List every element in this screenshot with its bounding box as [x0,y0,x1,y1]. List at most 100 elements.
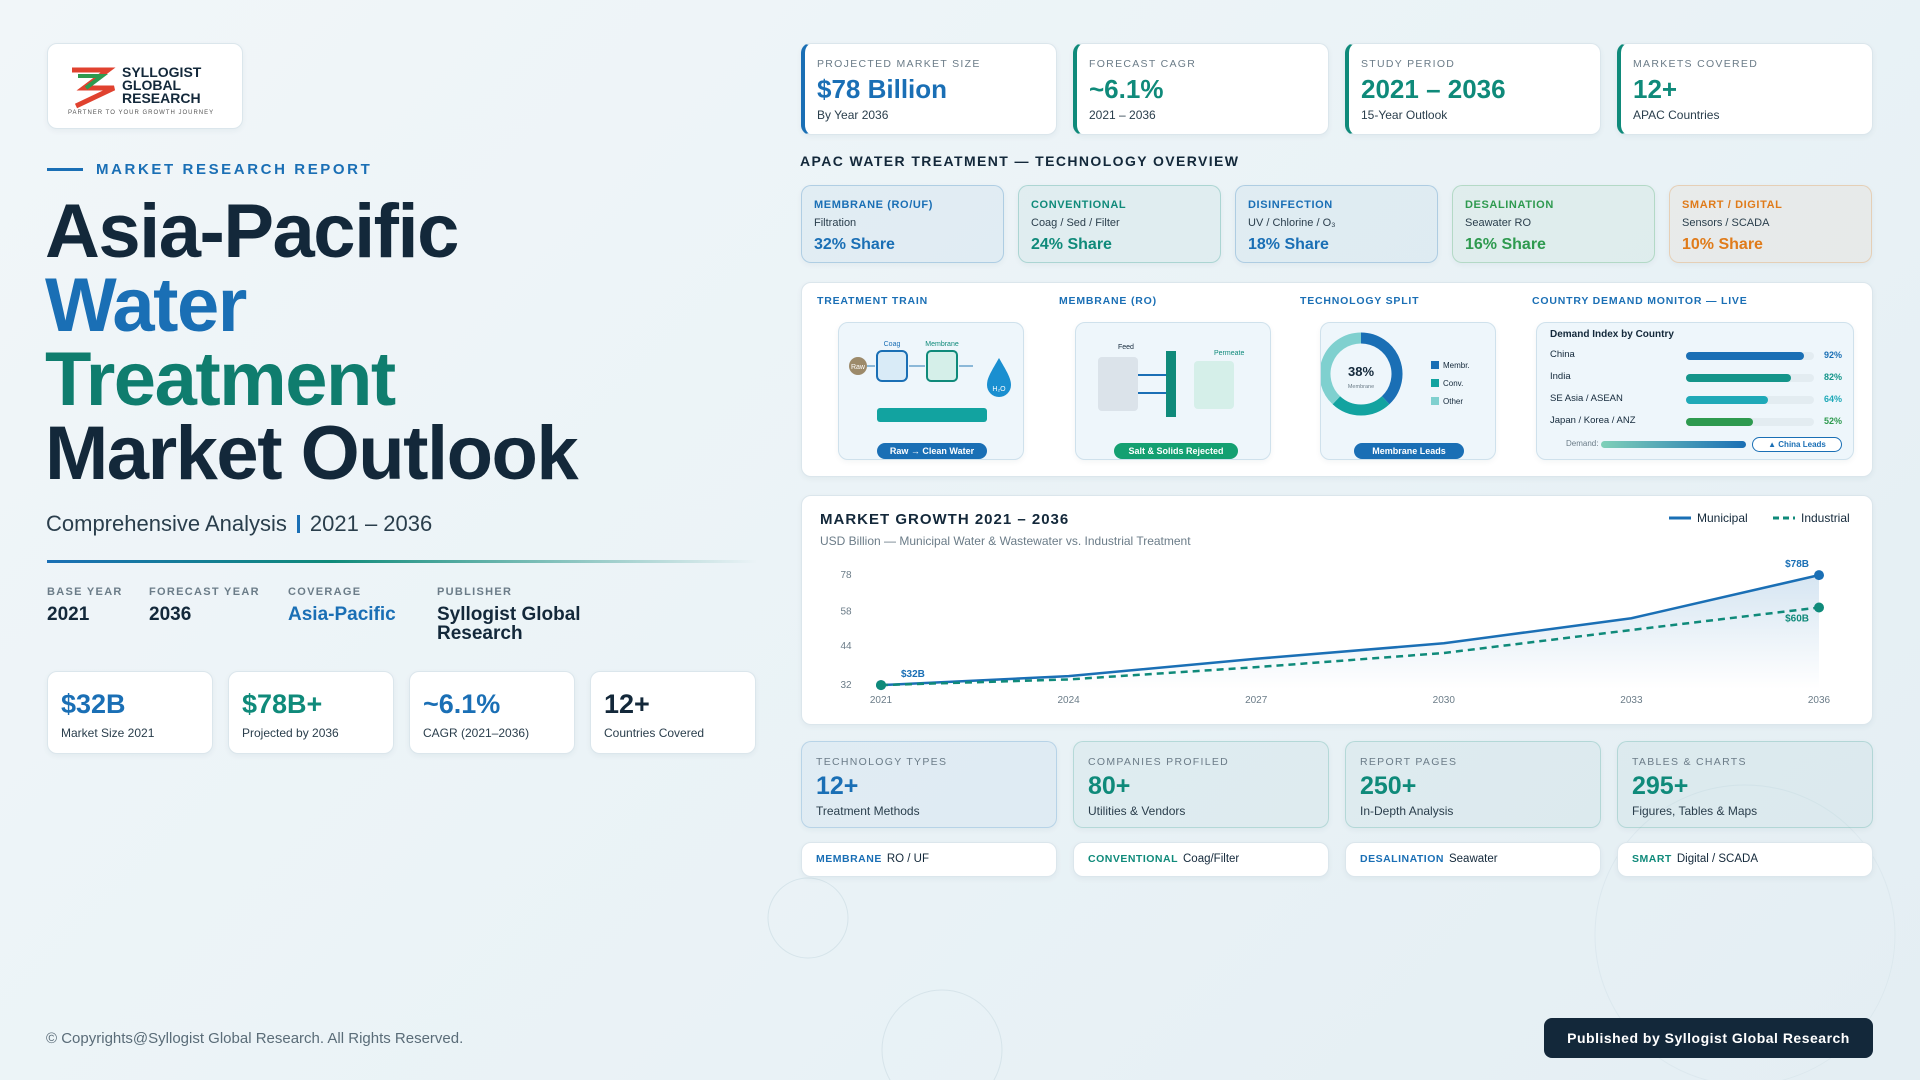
tech-card: DESALINATION Seawater RO 16% Share [1452,185,1655,263]
tag: CONVENTIONAL Coag/Filter [1073,842,1329,877]
membrane-label: Membrane [925,341,959,348]
kpi-note: By Year 2036 [817,108,889,122]
stat-value: 80+ [1088,772,1131,800]
tag-line: CONVENTIONAL Coag/Filter [1088,853,1239,865]
y-tick-label: 58 [840,607,852,618]
logo-line: SYLLOGIST [122,64,202,80]
tech-desc: Sensors / SCADA [1682,217,1770,229]
logo-stroke [72,67,116,109]
y-tick-label: 44 [840,641,852,652]
permeate-label: Permeate [1214,350,1244,357]
donut-segment [1321,332,1362,405]
kpi-label: STUDY PERIOD [1361,58,1456,70]
publisher-badge[interactable]: Published by Syllogist Global Research [1544,1018,1873,1058]
legend-label: Municipal [1697,511,1748,525]
tech-share: 32% Share [814,236,895,253]
caption-pill: Membrane Leads [1354,443,1464,459]
logo-tagline: PARTNER TO YOUR GROWTH JOURNEY [68,110,215,116]
legend-swatch [1431,397,1439,405]
demand-badge: ▲ China Leads [1752,437,1842,452]
tech-tag: MEMBRANE (RO/UF) [814,199,933,211]
coag-label: Coag [884,341,901,348]
logo-card: SYLLOGIST GLOBAL RESEARCH PARTNER TO YOU… [47,43,243,129]
bar [1686,396,1768,404]
meta-value: Asia-Pacific [288,604,396,625]
demand-bar [1601,441,1746,448]
bar-value: 64% [1824,394,1843,404]
highlight-card: ~6.1% CAGR (2021–2036) [409,671,575,754]
kpi-value: 12+ [1633,74,1678,104]
chart: 32 44 58 78 2021 2024 2027 2030 2033 2036 $32B $78B… [840,511,1849,706]
raw-label: Raw [851,364,866,371]
chart-title: MARKET GROWTH 2021 – 2036 [820,511,1070,528]
x-tick-label: 2021 [870,695,893,706]
highlight-value: ~6.1% [423,689,501,719]
legend-label: Membr. [1443,361,1470,370]
tech-desc: Filtration [814,217,857,229]
tech-card: CONVENTIONAL Coag / Sed / Filter 24% Share [1018,185,1221,263]
membrane-unit [926,350,958,382]
stat-card: TABLES & CHARTS 295+ Figures, Tables & Map… [1617,741,1873,828]
legend-label: Other [1443,397,1463,406]
value-label: $60B [1785,614,1809,625]
subtitle: Comprehensive Analysis 2021 – 2036 [46,511,432,537]
donut-sub: Membrane [1348,384,1374,390]
tag-text: Coag/Filter [1183,853,1240,865]
highlight-label: Countries Covered [604,726,705,740]
subtitle-sep [296,515,300,533]
highlight-label: CAGR (2021–2036) [423,726,530,740]
tech-tag: DESALINATION [1465,199,1554,211]
tag: MEMBRANE RO / UF [801,842,1057,877]
tech-desc: Coag / Sed / Filter [1031,217,1120,229]
kpi-card: FORECAST CAGR ~6.1% 2021 – 2036 [1073,43,1329,135]
caption-pill: Raw → Clean Water [877,443,987,459]
stat-label: COMPANIES PROFILED [1088,756,1230,768]
decor-circle [881,989,1003,1080]
coag-tank [876,350,908,382]
hero-title: Asia-Pacific [45,189,459,274]
membrane-icon: Feed Permeate [1098,344,1244,417]
eyebrow-rule [47,168,83,171]
tech-share: 16% Share [1465,236,1546,253]
meta-label: BASE YEAR [47,586,123,598]
kpi-label: PROJECTED MARKET SIZE [817,58,981,70]
tag-line: MEMBRANE RO / UF [816,853,929,865]
diagram-title: MEMBRANE (RO) [1059,295,1157,307]
tech-tag: CONVENTIONAL [1031,199,1127,211]
stat-card: COMPANIES PROFILED 80+ Utilities & Vendors [1073,741,1329,828]
tag: DESALINATION Seawater [1345,842,1601,877]
meta-value: 2036 [149,604,192,625]
section-title: APAC WATER TREATMENT — TECHNOLOGY OVERVI… [800,153,1240,169]
country-label: India [1550,371,1571,382]
stat-label: TECHNOLOGY TYPES [816,756,948,768]
stat-value: 12+ [816,772,859,800]
highlight-card: 12+ Countries Covered [590,671,756,754]
line [880,573,1820,687]
tag: SMART Digital / SCADA [1617,842,1873,877]
water-drop [987,358,1011,397]
kpi-label: MARKETS COVERED [1633,58,1759,70]
donut-center: 38% [1348,364,1374,379]
feed-label: Feed [1118,344,1134,351]
stat-note: In-Depth Analysis [1360,804,1454,818]
water-label: H₂O [992,386,1006,393]
y-tick-label: 32 [840,680,852,691]
legend-swatch [1431,361,1439,369]
tag-text: Seawater [1448,853,1498,865]
value-label: $78B [1785,559,1809,570]
logo-line: RESEARCH [122,90,201,106]
kpi-card: MARKETS COVERED 12+ APAC Countries [1617,43,1873,135]
stat-note: Treatment Methods [816,804,920,818]
caption-pill: Salt & Solids Rejected [1114,443,1238,459]
legend-swatch [1431,379,1439,387]
diagram-title: TREATMENT TRAIN [817,295,928,307]
tech-card: MEMBRANE (RO/UF) Filtration 32% Share [801,185,1004,263]
subtitle-period: 2021 – 2036 [309,511,433,536]
kpi-note: 2021 – 2036 [1089,108,1156,122]
subtitle-text: Comprehensive Analysis [46,511,287,536]
x-tick-label: 2033 [1620,695,1643,706]
line [880,606,1820,687]
point [876,680,886,691]
stat-label: TABLES & CHARTS [1632,756,1747,768]
